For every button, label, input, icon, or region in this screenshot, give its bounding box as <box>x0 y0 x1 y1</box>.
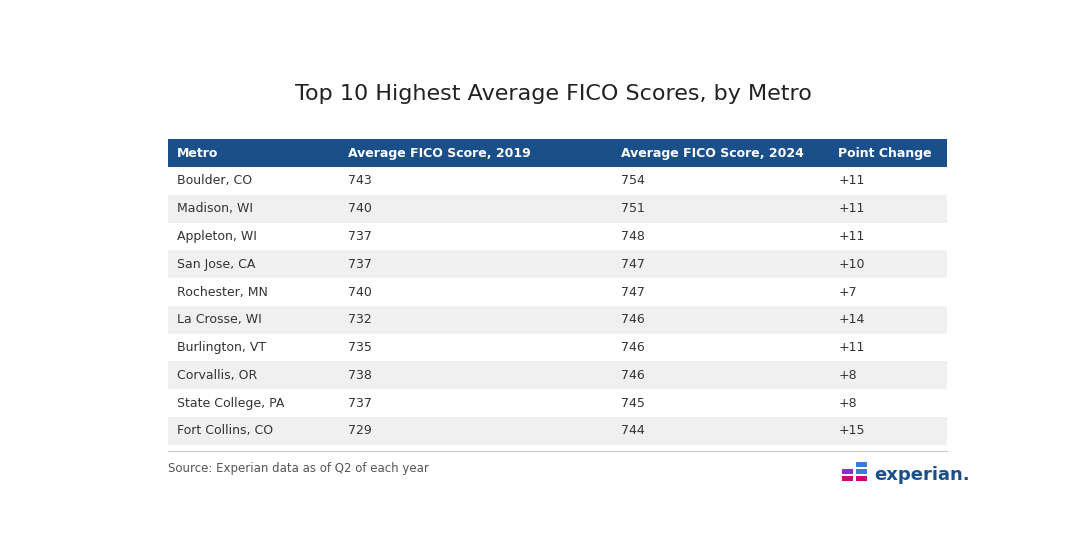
Text: +15: +15 <box>838 425 865 437</box>
FancyBboxPatch shape <box>168 306 340 334</box>
Text: Metro: Metro <box>177 147 218 160</box>
FancyBboxPatch shape <box>612 334 831 361</box>
Text: Point Change: Point Change <box>838 147 932 160</box>
Text: 737: 737 <box>348 397 372 410</box>
FancyBboxPatch shape <box>168 167 340 195</box>
FancyBboxPatch shape <box>340 361 612 389</box>
Text: Boulder, CO: Boulder, CO <box>177 174 252 188</box>
FancyBboxPatch shape <box>340 417 612 445</box>
Text: 735: 735 <box>348 341 372 354</box>
FancyBboxPatch shape <box>168 334 340 361</box>
FancyBboxPatch shape <box>831 195 947 223</box>
Text: Average FICO Score, 2019: Average FICO Score, 2019 <box>348 147 531 160</box>
Text: 746: 746 <box>621 314 645 326</box>
Text: 751: 751 <box>621 202 645 215</box>
Text: 747: 747 <box>621 285 645 299</box>
FancyBboxPatch shape <box>855 469 866 475</box>
Text: +11: +11 <box>838 174 865 188</box>
Text: +11: +11 <box>838 341 865 354</box>
FancyBboxPatch shape <box>831 389 947 417</box>
Text: +14: +14 <box>838 314 865 326</box>
Text: +11: +11 <box>838 202 865 215</box>
FancyBboxPatch shape <box>340 389 612 417</box>
Text: +8: +8 <box>838 397 858 410</box>
FancyBboxPatch shape <box>831 306 947 334</box>
Text: Appleton, WI: Appleton, WI <box>177 230 257 243</box>
Text: 737: 737 <box>348 230 372 243</box>
FancyBboxPatch shape <box>340 334 612 361</box>
Text: Corvallis, OR: Corvallis, OR <box>177 369 257 382</box>
Text: +8: +8 <box>838 369 858 382</box>
Text: +11: +11 <box>838 230 865 243</box>
Text: Rochester, MN: Rochester, MN <box>177 285 268 299</box>
Text: 745: 745 <box>621 397 645 410</box>
FancyBboxPatch shape <box>842 476 853 481</box>
FancyBboxPatch shape <box>855 462 866 467</box>
Text: 740: 740 <box>348 202 372 215</box>
FancyBboxPatch shape <box>168 417 340 445</box>
FancyBboxPatch shape <box>340 167 612 195</box>
Text: 744: 744 <box>621 425 645 437</box>
Text: 746: 746 <box>621 369 645 382</box>
Text: San Jose, CA: San Jose, CA <box>177 258 255 271</box>
FancyBboxPatch shape <box>340 250 612 278</box>
Text: +10: +10 <box>838 258 865 271</box>
FancyBboxPatch shape <box>612 139 831 167</box>
Text: +7: +7 <box>838 285 858 299</box>
FancyBboxPatch shape <box>168 223 340 250</box>
Text: Madison, WI: Madison, WI <box>177 202 253 215</box>
Text: 743: 743 <box>348 174 372 188</box>
FancyBboxPatch shape <box>831 139 947 167</box>
FancyBboxPatch shape <box>612 223 831 250</box>
FancyBboxPatch shape <box>340 278 612 306</box>
FancyBboxPatch shape <box>612 250 831 278</box>
Text: 740: 740 <box>348 285 372 299</box>
FancyBboxPatch shape <box>340 306 612 334</box>
FancyBboxPatch shape <box>168 250 340 278</box>
FancyBboxPatch shape <box>340 139 612 167</box>
Text: State College, PA: State College, PA <box>177 397 284 410</box>
FancyBboxPatch shape <box>168 361 340 389</box>
Text: 737: 737 <box>348 258 372 271</box>
FancyBboxPatch shape <box>855 476 866 481</box>
FancyBboxPatch shape <box>340 195 612 223</box>
Text: Average FICO Score, 2024: Average FICO Score, 2024 <box>621 147 804 160</box>
FancyBboxPatch shape <box>842 469 853 475</box>
Text: Top 10 Highest Average FICO Scores, by Metro: Top 10 Highest Average FICO Scores, by M… <box>295 84 812 104</box>
FancyBboxPatch shape <box>168 389 340 417</box>
Text: Fort Collins, CO: Fort Collins, CO <box>177 425 273 437</box>
Text: La Crosse, WI: La Crosse, WI <box>177 314 261 326</box>
FancyBboxPatch shape <box>612 195 831 223</box>
FancyBboxPatch shape <box>831 167 947 195</box>
FancyBboxPatch shape <box>831 417 947 445</box>
FancyBboxPatch shape <box>831 250 947 278</box>
FancyBboxPatch shape <box>340 223 612 250</box>
FancyBboxPatch shape <box>612 278 831 306</box>
FancyBboxPatch shape <box>168 195 340 223</box>
FancyBboxPatch shape <box>168 139 340 167</box>
FancyBboxPatch shape <box>612 361 831 389</box>
FancyBboxPatch shape <box>831 361 947 389</box>
FancyBboxPatch shape <box>612 167 831 195</box>
Text: Source: Experian data as of Q2 of each year: Source: Experian data as of Q2 of each y… <box>168 462 430 475</box>
FancyBboxPatch shape <box>831 278 947 306</box>
Text: experian.: experian. <box>874 466 970 484</box>
Text: 748: 748 <box>621 230 645 243</box>
Text: 746: 746 <box>621 341 645 354</box>
Text: 729: 729 <box>348 425 372 437</box>
FancyBboxPatch shape <box>612 417 831 445</box>
FancyBboxPatch shape <box>612 306 831 334</box>
Text: Burlington, VT: Burlington, VT <box>177 341 266 354</box>
Text: 747: 747 <box>621 258 645 271</box>
FancyBboxPatch shape <box>831 223 947 250</box>
Text: 732: 732 <box>348 314 372 326</box>
Text: 754: 754 <box>621 174 645 188</box>
FancyBboxPatch shape <box>612 389 831 417</box>
FancyBboxPatch shape <box>168 278 340 306</box>
Text: 738: 738 <box>348 369 372 382</box>
FancyBboxPatch shape <box>831 334 947 361</box>
